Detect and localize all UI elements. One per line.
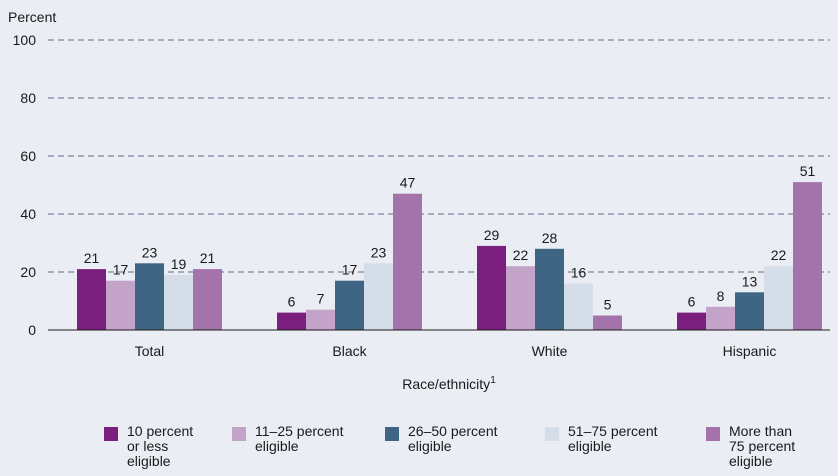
data-label: 22 xyxy=(513,247,529,263)
bar xyxy=(593,315,622,330)
bar xyxy=(793,182,822,330)
x-tick-label: White xyxy=(532,343,568,359)
bar xyxy=(193,269,222,330)
data-label: 5 xyxy=(604,297,612,313)
data-label: 21 xyxy=(84,250,100,266)
y-tick-label: 100 xyxy=(13,32,37,48)
legend: 10 percent or less eligible 11–25 percent… xyxy=(0,424,838,476)
data-label: 51 xyxy=(800,163,816,179)
x-axis-label: Race/ethnicity1 xyxy=(402,375,496,392)
legend-swatch xyxy=(706,427,720,441)
y-tick-label: 60 xyxy=(20,148,36,164)
data-label: 6 xyxy=(688,294,696,310)
legend-label: 26–50 percent eligible xyxy=(408,423,498,454)
x-axis-label-superscript: 1 xyxy=(490,375,496,386)
bar xyxy=(106,280,135,330)
data-label: 22 xyxy=(771,247,787,263)
bar xyxy=(764,266,793,330)
bar xyxy=(677,312,706,330)
x-axis-label-text: Race/ethnicity xyxy=(402,376,490,392)
legend-swatch xyxy=(545,427,559,441)
legend-item: 26–50 percent eligible xyxy=(385,424,498,454)
y-tick-labels: 0 20 40 60 80 100 xyxy=(13,32,37,338)
data-label: 23 xyxy=(142,244,158,260)
bar xyxy=(306,309,335,330)
y-axis-label: Percent xyxy=(8,9,56,25)
data-label: 8 xyxy=(717,288,725,304)
legend-item: 11–25 percent eligible xyxy=(232,424,343,454)
bar xyxy=(735,292,764,330)
data-label: 21 xyxy=(200,250,216,266)
data-label: 6 xyxy=(288,294,296,310)
data-label: 19 xyxy=(171,256,187,272)
x-tick-label: Hispanic xyxy=(723,343,777,359)
legend-item: 51–75 percent eligible xyxy=(545,424,658,454)
data-label: 13 xyxy=(742,273,758,289)
x-tick-label: Total xyxy=(135,343,165,359)
bar xyxy=(393,193,422,330)
bar xyxy=(564,283,593,330)
y-tick-label: 40 xyxy=(20,206,36,222)
x-tick-label: Black xyxy=(332,343,367,359)
bar xyxy=(535,248,564,330)
bar xyxy=(477,245,506,330)
legend-swatch xyxy=(232,427,246,441)
bar xyxy=(77,269,106,330)
value-labels: 21 17 23 19 21 6 7 17 23 47 29 22 28 16 5 6 8 13 22 51 xyxy=(84,163,816,312)
bar xyxy=(364,263,393,330)
bar xyxy=(506,266,535,330)
data-label: 28 xyxy=(542,230,558,246)
bars xyxy=(77,182,822,330)
data-label: 16 xyxy=(571,265,587,281)
data-label: 17 xyxy=(113,262,129,278)
legend-label: 10 percent or less eligible xyxy=(127,423,194,469)
gridlines xyxy=(48,39,830,273)
legend-item: More than 75 percent eligible xyxy=(706,424,795,469)
bar xyxy=(277,312,306,330)
legend-label: 51–75 percent eligible xyxy=(568,423,658,454)
bar xyxy=(335,280,364,330)
bar xyxy=(706,306,735,330)
data-label: 23 xyxy=(371,244,387,260)
bar xyxy=(135,263,164,330)
data-label: 47 xyxy=(400,175,416,191)
data-label: 7 xyxy=(317,291,325,307)
legend-item: 10 percent or less eligible xyxy=(104,424,193,469)
data-label: 29 xyxy=(484,227,500,243)
y-tick-label: 0 xyxy=(28,322,36,338)
x-tick-labels: Total Black White Hispanic xyxy=(135,343,777,359)
y-tick-label: 80 xyxy=(20,90,36,106)
legend-label: More than 75 percent eligible xyxy=(729,423,796,469)
legend-swatch xyxy=(385,427,399,441)
data-label: 17 xyxy=(342,262,358,278)
bar xyxy=(164,274,193,330)
y-tick-label: 20 xyxy=(20,264,36,280)
legend-swatch xyxy=(104,427,118,441)
legend-label: 11–25 percent eligible xyxy=(255,423,344,454)
